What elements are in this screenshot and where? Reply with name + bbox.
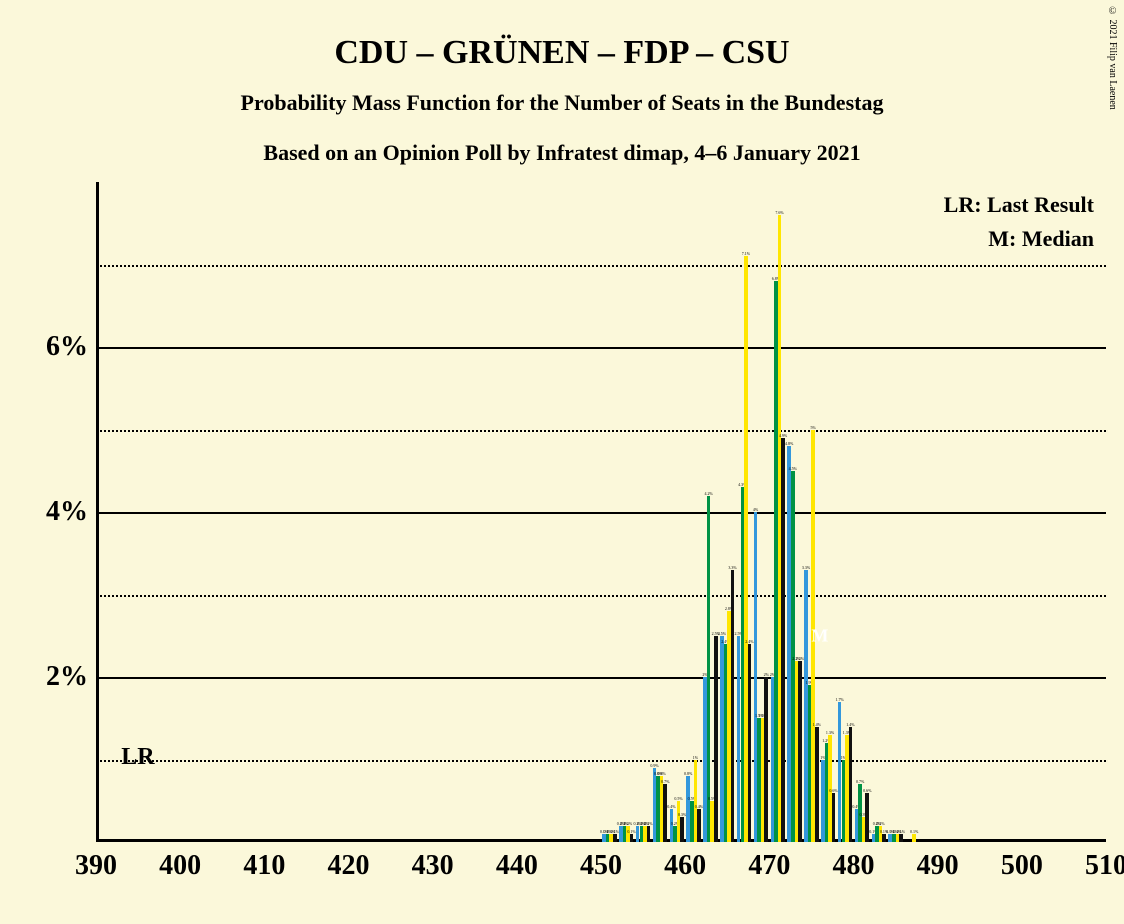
gridline-minor [96, 430, 1106, 432]
bar: 1.4% [815, 727, 819, 843]
bar: 0.1% [912, 834, 916, 842]
x-tick-label: 480 [833, 842, 875, 882]
bar-value-label: 1% [693, 755, 698, 760]
bar-value-label: 0.2% [876, 821, 884, 826]
x-tick-label: 420 [328, 842, 370, 882]
x-tick-label: 510 [1085, 842, 1124, 882]
chart-subtitle-2: Based on an Opinion Poll by Infratest di… [0, 140, 1124, 166]
bar-value-label: 0.4% [667, 804, 675, 809]
bar-value-label: 4% [753, 507, 758, 512]
y-tick-label: 2% [46, 661, 96, 693]
bar-value-label: 0.4% [695, 804, 703, 809]
bar-value-label: 2.4% [745, 639, 753, 644]
gridline-minor [96, 595, 1106, 597]
x-tick-label: 400 [159, 842, 201, 882]
bar-value-label: 0.1% [897, 829, 905, 834]
bar-value-label: 4.9% [779, 433, 787, 438]
bar-value-label: 0.8% [684, 771, 692, 776]
bar: 2.5% [714, 636, 718, 842]
bar: 0.1% [613, 834, 617, 842]
x-tick-label: 490 [917, 842, 959, 882]
bar: 0.1% [899, 834, 903, 842]
bar-value-label: 0.8% [658, 771, 666, 776]
bar-value-label: 0.7% [661, 779, 669, 784]
bar: 3.3% [731, 570, 735, 842]
bar-value-label: 3.3% [802, 565, 810, 570]
bar-value-label: 0.9% [650, 763, 658, 768]
bar: 0.2% [647, 826, 651, 843]
bar: 4.9% [781, 438, 785, 842]
bar-value-label: 4.2% [704, 491, 712, 496]
bar-value-label: 7.1% [742, 251, 750, 256]
bar: 0.7% [663, 784, 667, 842]
bar-value-label: 2.2% [796, 656, 804, 661]
chart-title: CDU – GRÜNEN – FDP – CSU [0, 34, 1124, 72]
x-tick-label: 470 [748, 842, 790, 882]
bar: 2.2% [798, 661, 802, 843]
lr-marker-label: LR [121, 744, 154, 771]
bar-value-label: 4.8% [785, 441, 793, 446]
bar-value-label: 1.4% [846, 722, 854, 727]
bar: 0.6% [865, 793, 869, 843]
bar-value-label: 0.6% [863, 788, 871, 793]
bar: 2% [764, 677, 768, 842]
gridline-minor [96, 265, 1106, 267]
bar-value-label: 1.4% [813, 722, 821, 727]
bar-value-label: 0.2% [644, 821, 652, 826]
bar: 0.3% [680, 817, 684, 842]
bar-value-label: 1.3% [826, 730, 834, 735]
x-tick-label: 430 [412, 842, 454, 882]
bar: 0.4% [697, 809, 701, 842]
bar-value-label: 2.5% [718, 631, 726, 636]
bar: 4.2% [707, 496, 711, 843]
bar-value-label: 0.2% [624, 821, 632, 826]
x-tick-label: 500 [1001, 842, 1043, 882]
bar-value-label: 2% [764, 672, 769, 677]
x-tick-label: 460 [664, 842, 706, 882]
chart-container: © 2021 Filip van Laenen CDU – GRÜNEN – F… [0, 0, 1124, 924]
bar-value-label: 0.3% [678, 812, 686, 817]
bar-value-label: 7.6% [775, 210, 783, 215]
bar-value-label: 0.1% [611, 829, 619, 834]
x-tick-label: 450 [580, 842, 622, 882]
bar-value-label: 5% [811, 425, 816, 430]
x-tick-label: 410 [243, 842, 285, 882]
bar-value-label: 1.7% [836, 697, 844, 702]
bar: 0.1% [630, 834, 634, 842]
bar-value-label: 0.1% [910, 829, 918, 834]
bar-value-label: 0.6% [829, 788, 837, 793]
gridline-major [96, 512, 1106, 514]
gridline-minor [96, 760, 1106, 762]
median-marker: M [811, 625, 828, 646]
bar-value-label: 4.5% [789, 466, 797, 471]
bar-value-label: 0.5% [674, 796, 682, 801]
plot-area: 2%4%6%3904004104204304404504604704804905… [96, 182, 1106, 842]
gridline-major [96, 677, 1106, 679]
bar: 2.4% [748, 644, 752, 842]
bar-value-label: 3.3% [728, 565, 736, 570]
y-tick-label: 4% [46, 496, 96, 528]
x-tick-label: 440 [496, 842, 538, 882]
bar: 0.6% [832, 793, 836, 843]
bar-value-label: 0.7% [856, 779, 864, 784]
bar-value-label: 0.1% [627, 829, 635, 834]
x-tick-label: 390 [75, 842, 117, 882]
gridline-major [96, 347, 1106, 349]
y-tick-label: 6% [46, 331, 96, 363]
bar: 1.4% [849, 727, 853, 843]
chart-subtitle-1: Probability Mass Function for the Number… [0, 90, 1124, 116]
bar: 0.1% [882, 834, 886, 842]
